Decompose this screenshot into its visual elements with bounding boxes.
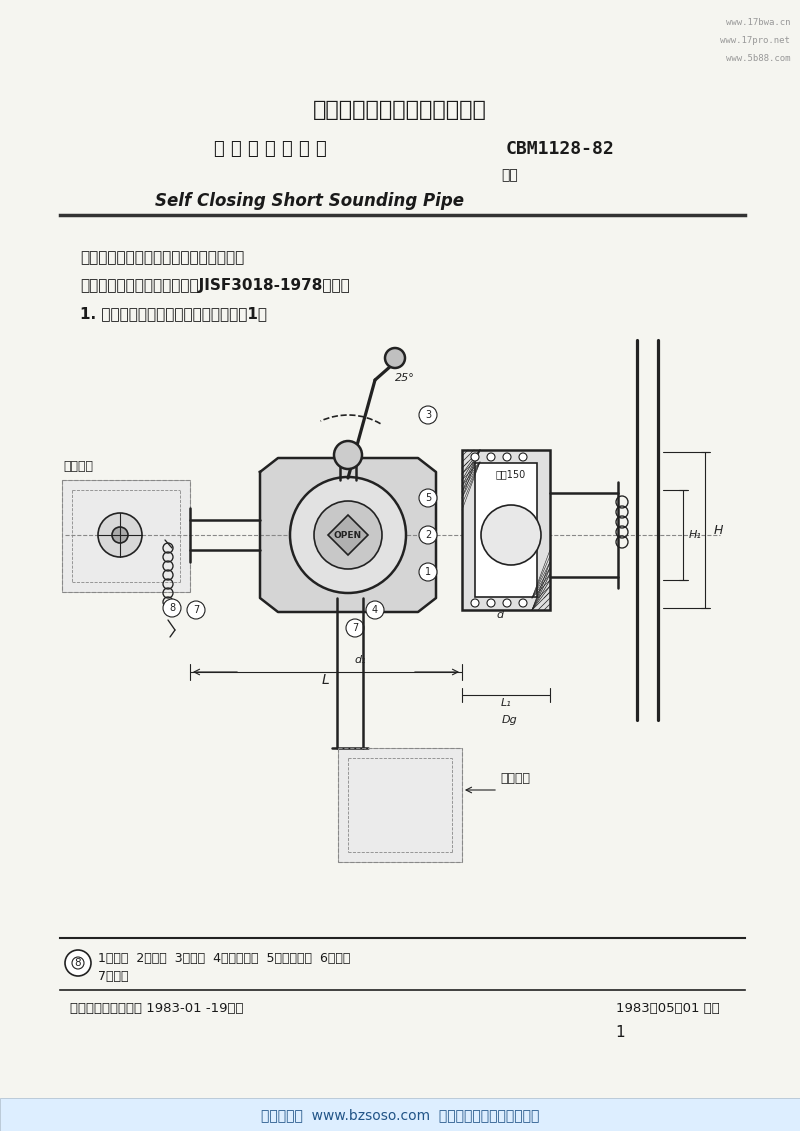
Circle shape [65, 950, 91, 976]
Text: 锁紧150: 锁紧150 [496, 469, 526, 480]
Circle shape [187, 601, 205, 619]
Circle shape [98, 513, 142, 556]
Text: 中国船舶工业总公司 1983-01 -19发布: 中国船舶工业总公司 1983-01 -19发布 [70, 1002, 243, 1015]
Circle shape [419, 406, 437, 424]
Text: www.17pro.net: www.17pro.net [720, 36, 790, 45]
Circle shape [487, 599, 495, 607]
Circle shape [487, 454, 495, 461]
Bar [338, 748, 462, 862]
Text: 本标准结构长度和连接尺寸与JISF3018-1978一致。: 本标准结构长度和连接尺寸与JISF3018-1978一致。 [80, 278, 350, 293]
Text: 7: 7 [193, 605, 199, 615]
Circle shape [503, 454, 511, 461]
Circle shape [290, 477, 406, 593]
Circle shape [366, 601, 384, 619]
Bar [0, 1098, 800, 1131]
Circle shape [314, 501, 382, 569]
Text: 本标准适用于船舶机仓或其它仓室处所。: 本标准适用于船舶机仓或其它仓室处所。 [80, 250, 244, 265]
Text: 中国船舶工业总公司外贸标准: 中国船舶工业总公司外贸标准 [313, 100, 487, 120]
Text: 5: 5 [425, 493, 431, 503]
Circle shape [112, 527, 128, 543]
Circle shape [471, 599, 479, 607]
Circle shape [471, 454, 479, 461]
Text: 1. 基本参数、结构形式和尺寸按图及表1。: 1. 基本参数、结构形式和尺寸按图及表1。 [80, 307, 267, 321]
Text: www.17bwa.cn: www.17bwa.cn [726, 18, 790, 27]
Text: www.5b88.com: www.5b88.com [726, 54, 790, 63]
Text: 开启位置: 开启位置 [63, 459, 93, 473]
Text: 7、链条: 7、链条 [98, 970, 129, 983]
Text: Self Closing Short Sounding Pipe: Self Closing Short Sounding Pipe [155, 192, 464, 210]
Bar [462, 450, 550, 610]
Circle shape [519, 599, 527, 607]
Circle shape [419, 489, 437, 507]
Text: 8: 8 [169, 603, 175, 613]
Text: OPEN: OPEN [334, 530, 362, 539]
Text: H: H [714, 524, 722, 536]
Circle shape [481, 506, 541, 566]
Text: Dg: Dg [502, 715, 518, 725]
Text: L: L [322, 673, 330, 687]
Circle shape [503, 599, 511, 607]
Text: 自 闭 式 测 量 管 头: 自 闭 式 测 量 管 头 [214, 140, 326, 158]
Text: 3: 3 [425, 411, 431, 420]
Text: 代替: 代替 [502, 169, 518, 182]
Circle shape [346, 619, 364, 637]
Text: 关闭位置: 关闭位置 [500, 771, 530, 785]
Bar [475, 463, 537, 597]
Circle shape [419, 563, 437, 581]
Text: 8: 8 [74, 958, 82, 968]
Text: 1、本体  2、塞芯  3、帽罩  4、锁紧螺栓  5、操纵手柄  6、重锤: 1、本体 2、塞芯 3、帽罩 4、锁紧螺栓 5、操纵手柄 6、重锤 [98, 952, 350, 965]
Text: 4: 4 [372, 605, 378, 615]
Circle shape [519, 454, 527, 461]
Polygon shape [328, 515, 368, 555]
Circle shape [340, 527, 356, 543]
Bar [62, 480, 190, 592]
Text: 标准搜搜网  www.bzsoso.com  各类标准行业资料免费下载: 标准搜搜网 www.bzsoso.com 各类标准行业资料免费下载 [261, 1108, 539, 1122]
Text: L₁: L₁ [501, 698, 511, 708]
Text: d: d [497, 610, 503, 620]
Polygon shape [260, 458, 436, 612]
Circle shape [385, 348, 405, 368]
Circle shape [72, 957, 84, 969]
Text: d₁: d₁ [354, 655, 366, 665]
Text: 7: 7 [352, 623, 358, 633]
Text: 1: 1 [615, 1025, 625, 1041]
Text: 25°: 25° [395, 373, 415, 383]
Text: 2: 2 [425, 530, 431, 539]
Text: CBM1128-82: CBM1128-82 [506, 140, 614, 158]
Text: 1983－05－01 实施: 1983－05－01 实施 [616, 1002, 720, 1015]
Text: 1: 1 [425, 567, 431, 577]
Circle shape [163, 599, 181, 618]
Text: H₁: H₁ [689, 530, 702, 539]
Circle shape [334, 441, 362, 469]
Circle shape [419, 526, 437, 544]
